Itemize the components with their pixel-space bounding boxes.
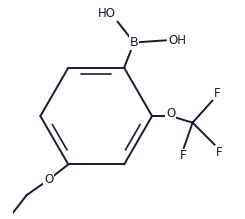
Text: F: F	[179, 149, 186, 162]
Text: B: B	[130, 36, 138, 49]
Text: O: O	[166, 107, 175, 120]
Text: HO: HO	[97, 7, 115, 19]
Text: F: F	[216, 146, 222, 159]
Text: O: O	[44, 173, 53, 186]
Text: OH: OH	[168, 34, 186, 47]
Text: F: F	[213, 87, 220, 100]
